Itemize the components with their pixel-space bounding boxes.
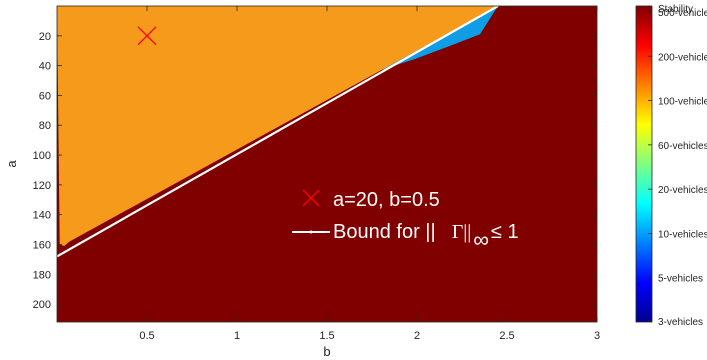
y-tick-label: 160 [33, 239, 51, 251]
colorbar-tick-label: 10-vehicles [658, 229, 707, 240]
y-tick-label: 80 [39, 120, 51, 132]
x-tick-label: 2 [414, 330, 420, 342]
y-tick-label: 100 [33, 150, 51, 162]
colorbar-title: Stability [658, 4, 693, 15]
y-axis-label: a [4, 160, 19, 168]
y-tick-label: 180 [33, 269, 51, 281]
y-tick-label: 20 [39, 31, 51, 43]
x-axis-label: b [323, 344, 330, 359]
y-tick-label: 200 [33, 299, 51, 311]
x-tick-label: 1.5 [319, 330, 334, 342]
y-tick-label: 120 [33, 180, 51, 192]
x-tick-label: 2.5 [499, 330, 514, 342]
colorbar-ticks: 3-vehicles 5-vehicles 10-vehicles 20-vehicl… [648, 8, 707, 328]
y-tick-label: 40 [39, 61, 51, 73]
colorbar-tick-label: 100-vehicles [658, 97, 707, 108]
y-tick-label: 140 [33, 210, 51, 222]
colorbar-tick-label: 200-vehicles [658, 52, 707, 63]
colorbar-tick-label: 3-vehicles [658, 317, 703, 328]
x-tick-label: 3 [594, 330, 600, 342]
y-tick-label: 60 [39, 90, 51, 102]
colorbar [636, 6, 652, 322]
colorbar-tick-label: 20-vehicles [658, 185, 707, 196]
x-tick-label: 1 [234, 330, 240, 342]
legend-marker-label: a=20, b=0.5 [333, 189, 440, 211]
colorbar-tick-label: 60-vehicles [658, 141, 707, 152]
colorbar-tick-label: 5-vehicles [658, 274, 703, 285]
x-tick-label: 0.5 [139, 330, 154, 342]
